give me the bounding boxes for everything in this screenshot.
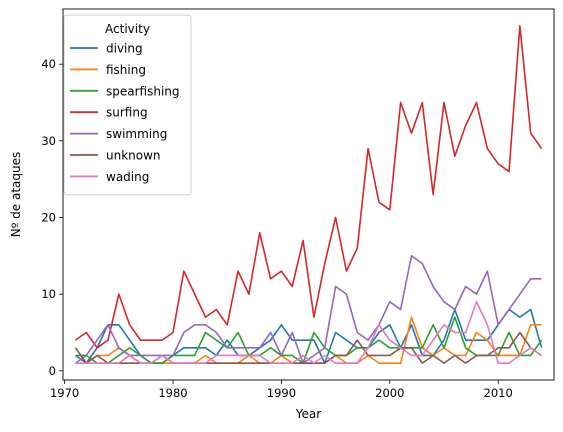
x-tick-label: 1990 [267, 386, 296, 400]
legend: Activity diving fishing spearfishing surfin… [63, 14, 192, 196]
series-lines [74, 25, 543, 364]
y-tick-label: 20 [41, 210, 56, 224]
legend-title: Activity [105, 22, 150, 36]
x-axis: 1970 1980 1990 2000 2010 [50, 380, 513, 400]
legend-box [63, 14, 192, 196]
axes-frame [62, 8, 555, 381]
legend-label-unknown: unknown [106, 149, 161, 163]
x-tick-label: 1980 [158, 386, 187, 400]
legend-label-fishing: fishing [106, 63, 146, 77]
legend-label-wading: wading [106, 170, 149, 184]
legend-label-diving: diving [106, 42, 143, 56]
y-axis: 0 10 20 30 40 [41, 57, 63, 378]
legend-label-surfing: surfing [106, 106, 148, 120]
x-tick-label: 1970 [50, 386, 79, 400]
series-line-surfing [74, 25, 543, 349]
legend-items: diving fishing spearfishing surfing swimming… [70, 42, 180, 184]
y-tick-label: 10 [41, 287, 56, 301]
x-axis-label: Year [295, 407, 321, 421]
y-axis-label: Nº de ataques [9, 152, 23, 238]
series-line-wading [75, 301, 543, 364]
y-tick-label: 30 [41, 134, 56, 148]
series-line-spearfishing [75, 316, 543, 364]
x-tick-label: 2010 [484, 386, 513, 400]
legend-label-spearfishing: spearfishing [106, 84, 180, 98]
y-tick-label: 0 [49, 364, 56, 378]
y-tick-label: 40 [41, 57, 56, 71]
x-tick-label: 2000 [375, 386, 404, 400]
legend-label-swimming: swimming [106, 127, 167, 141]
